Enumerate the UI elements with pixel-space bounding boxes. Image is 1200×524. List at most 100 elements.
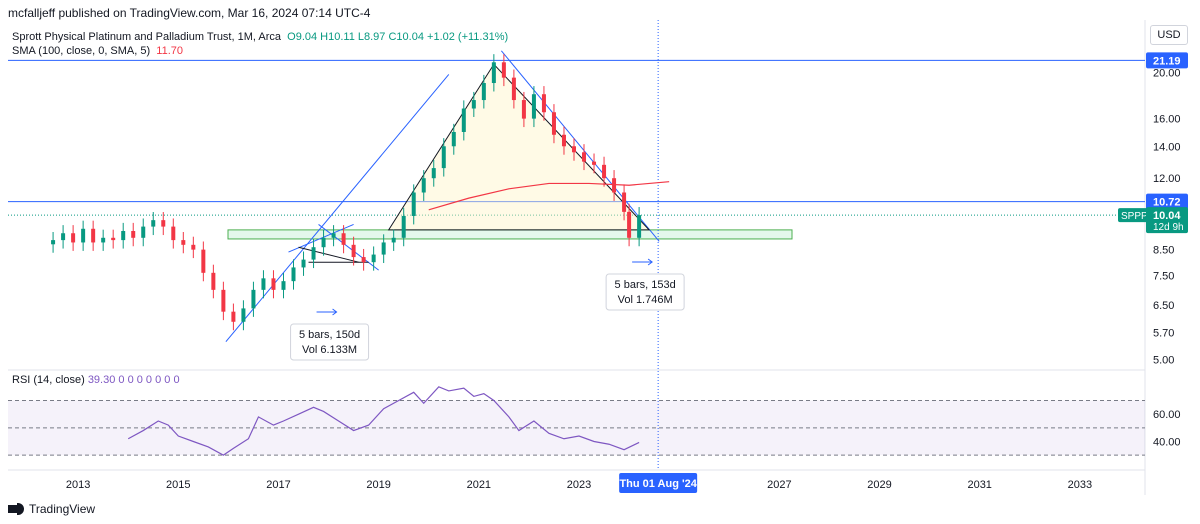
rsi-tick-label: 40.00 <box>1153 437 1181 449</box>
candle-body <box>291 267 296 282</box>
annotations: 5 bars, 150d Vol 6.133M 5 bars, 153d Vol 1.… <box>290 258 685 361</box>
candle-body <box>381 242 386 255</box>
candle-body <box>561 134 566 147</box>
price-tick-label: 8.50 <box>1153 245 1174 257</box>
rsi-legend: RSI (14, close) 39.30 0 0 0 0 0 0 0 <box>12 374 180 386</box>
candle-body <box>371 254 376 263</box>
last-price-box <box>1146 207 1188 234</box>
low-value: L8.97 <box>357 31 386 43</box>
candle-body <box>571 146 576 153</box>
countdown-text: 12d 9h <box>1153 222 1184 233</box>
range-label-volume: Vol 1.746M <box>618 294 673 306</box>
rsi-line <box>127 386 640 456</box>
candle-body <box>351 244 356 258</box>
currency-button[interactable]: USD <box>1150 25 1188 45</box>
sma-row: SMA (100, close, 0, SMA, 5) 11.70 <box>12 44 508 58</box>
triangle-pattern <box>387 63 651 231</box>
symbol-title[interactable]: Sprott Physical Platinum and Palladium T… <box>12 31 282 43</box>
candle-body <box>231 311 236 322</box>
candle-body <box>81 228 86 243</box>
range-label-bars: 5 bars, 150d <box>299 329 360 341</box>
sma-label[interactable]: SMA (100, close, 0, SMA, 5) <box>12 45 151 57</box>
candle-body <box>582 152 587 162</box>
range-label-bars: 5 bars, 153d <box>615 279 676 291</box>
range-arrow-head <box>647 258 653 266</box>
candle-body <box>612 178 617 193</box>
price-tick-label: 6.50 <box>1153 300 1174 312</box>
candle-body <box>531 94 536 119</box>
candle-body <box>411 192 416 216</box>
candle-body <box>441 146 446 169</box>
candle-body <box>151 220 156 227</box>
time-tick-label: 2019 <box>366 479 390 491</box>
candle-body <box>281 281 286 290</box>
publisher-line: mcfalljeff published on TradingView.com,… <box>8 6 371 20</box>
crosshair-date-box <box>619 473 698 493</box>
candle-body <box>201 249 206 273</box>
candle-body <box>271 278 276 290</box>
symbol-row: Sprott Physical Platinum and Palladium T… <box>12 30 508 44</box>
time-tick-label: 2013 <box>66 479 90 491</box>
time-tick-label: 2021 <box>467 479 491 491</box>
candle-body <box>121 231 126 241</box>
candle-body <box>491 62 496 84</box>
range-label-box <box>290 323 370 361</box>
candle-body <box>51 240 56 245</box>
candle-body <box>341 233 346 245</box>
price-label-box <box>1146 52 1188 69</box>
candle-body <box>592 161 597 165</box>
candle-body <box>161 220 166 227</box>
candle-body <box>401 215 406 238</box>
price-label-text: 10.72 <box>1153 197 1181 209</box>
chart-legend: Sprott Physical Platinum and Palladium T… <box>12 30 508 58</box>
open-value: O9.04 <box>287 31 318 43</box>
time-tick-label: 2033 <box>1068 479 1092 491</box>
sma-value: 11.70 <box>156 45 184 57</box>
candle-body <box>461 108 466 132</box>
price-tick-label: 5.70 <box>1153 327 1174 339</box>
crosshair-date-text: Thu 01 Aug '24 <box>619 478 697 490</box>
candle-body <box>261 278 266 290</box>
close-value: C10.04 <box>388 31 424 43</box>
price-label-text: 21.19 <box>1153 55 1181 67</box>
candle-body <box>171 226 176 241</box>
candle-body <box>622 192 627 212</box>
tradingview-logo-icon <box>8 503 24 515</box>
candle-body <box>321 237 326 248</box>
rsi-pane: 40.00 60.00 <box>8 386 1181 456</box>
drawings <box>8 20 1145 470</box>
price-label-box <box>1146 193 1188 210</box>
symbol-tag-text: SPPP <box>1121 211 1148 222</box>
price-axis: 5.005.706.507.508.5010.0012.0014.0016.00… <box>1118 52 1188 367</box>
candle-body <box>91 228 96 243</box>
candle-body <box>131 231 136 238</box>
candle-body <box>181 240 186 245</box>
candle-body <box>511 77 516 101</box>
sma-path <box>428 181 670 211</box>
candle-body <box>521 100 526 119</box>
symbol-tag-box <box>1118 208 1148 223</box>
time-tick-label: 2015 <box>166 479 190 491</box>
rsi-label[interactable]: RSI (14, close) <box>12 374 85 386</box>
rsi-value: 39.30 <box>87 374 116 386</box>
candle-body <box>251 289 256 309</box>
time-tick-label: 2027 <box>767 479 791 491</box>
candle-body <box>551 112 556 135</box>
sma-line <box>428 181 670 211</box>
range-label-box <box>605 273 685 311</box>
rsi-tick-label: 60.00 <box>1153 409 1181 421</box>
candle-body <box>191 244 196 250</box>
high-value: H10.11 <box>320 31 355 43</box>
pattern-neckline <box>298 246 359 263</box>
time-tick-label: 2029 <box>867 479 891 491</box>
candle-body <box>391 237 396 243</box>
last-price-text: 10.04 <box>1153 210 1181 222</box>
candle-body <box>421 178 426 193</box>
price-tick-label: 16.00 <box>1153 114 1181 126</box>
candle-body <box>101 237 106 243</box>
grid <box>8 20 1146 495</box>
candle-body <box>141 226 146 238</box>
price-tick-label: 14.00 <box>1153 141 1181 153</box>
candle-body <box>71 233 76 243</box>
